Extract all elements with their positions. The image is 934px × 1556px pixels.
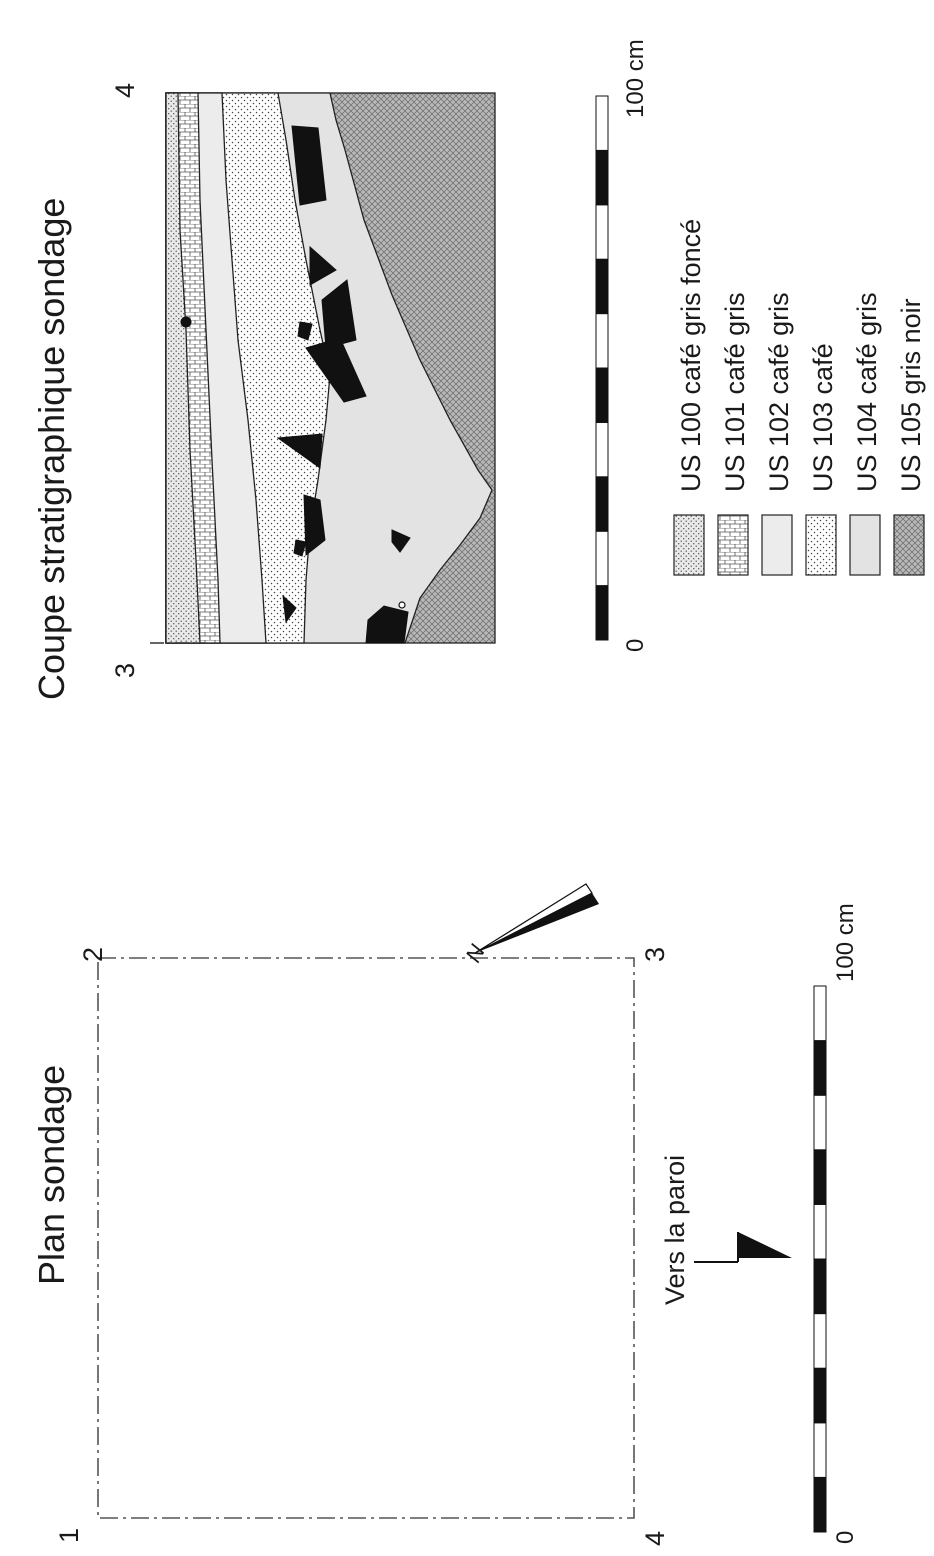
section-scale-segment <box>595 585 609 641</box>
plan-scale-segment <box>813 1040 827 1096</box>
north-label: N <box>460 940 490 966</box>
plan-outline <box>97 957 635 1519</box>
wall-direction-icon <box>694 1232 792 1263</box>
section-scale-end-label: 100 cm <box>622 39 649 118</box>
legend-swatch <box>761 514 793 576</box>
section-scale-segment <box>595 95 609 151</box>
legend-swatch <box>717 514 749 576</box>
section-scale-segment <box>595 476 609 532</box>
plan-scale-segment <box>813 1367 827 1424</box>
legend-label: US 104 café gris <box>852 292 882 492</box>
plan-panel: Plan sondage 1 2 3 4 N Vers la paroi 0 1… <box>31 883 859 1546</box>
legend-swatch <box>673 514 705 576</box>
stones <box>180 125 411 644</box>
legend-label: US 102 café gris <box>764 292 794 492</box>
north-arrow-icon: N <box>460 883 599 966</box>
plan-corner-3: 3 <box>640 947 670 962</box>
legend: US 100 café gris foncé US 101 café gris US… <box>673 219 926 576</box>
plan-scale-start-label: 0 <box>832 1531 859 1544</box>
plan-scale-segment <box>813 1313 827 1369</box>
plan-scale-segment <box>813 985 827 1042</box>
legend-label: US 100 café gris foncé <box>676 219 706 492</box>
plan-corner-1: 1 <box>54 1528 84 1543</box>
plan-scale-segment <box>813 1258 827 1315</box>
section-scale-segment <box>595 258 609 315</box>
section-scale-segment <box>595 204 609 260</box>
wall-direction-label: Vers la paroi <box>660 1155 690 1305</box>
section-scale-segment <box>595 367 609 423</box>
plan-scale-segment <box>813 1422 827 1478</box>
section-scale-segment <box>595 421 609 478</box>
legend-label: US 103 café <box>808 343 838 492</box>
legend-label: US 105 gris noir <box>896 298 926 492</box>
section-scale-start-label: 0 <box>622 639 649 652</box>
section-end-4: 4 <box>110 83 140 98</box>
legend-swatch <box>805 514 837 576</box>
section-end-3: 3 <box>110 663 140 678</box>
plan-scale-segment <box>813 1149 827 1205</box>
plan-scale-end-label: 100 cm <box>832 903 859 982</box>
plan-scale-segment <box>813 1094 827 1151</box>
legend-swatch <box>893 514 925 576</box>
plan-scale-bar <box>813 985 827 1533</box>
plan-title: Plan sondage <box>31 1065 72 1285</box>
section-scale-segment <box>595 149 609 206</box>
section-title: Coupe stratigraphique sondage <box>31 198 72 700</box>
legend-label: US 101 café gris <box>720 292 750 492</box>
section-scale-segment <box>595 530 609 587</box>
stratigraphic-section <box>150 92 496 644</box>
legend-swatch <box>849 514 881 576</box>
section-scale-bar <box>595 95 609 641</box>
plan-corner-4: 4 <box>640 1531 670 1546</box>
plan-scale-segment <box>813 1476 827 1533</box>
plan-corner-2: 2 <box>78 947 108 962</box>
section-panel: Coupe stratigraphique sondage 3 4 <box>31 39 926 700</box>
plan-scale-segment <box>813 1203 827 1260</box>
section-scale-segment <box>595 313 609 369</box>
